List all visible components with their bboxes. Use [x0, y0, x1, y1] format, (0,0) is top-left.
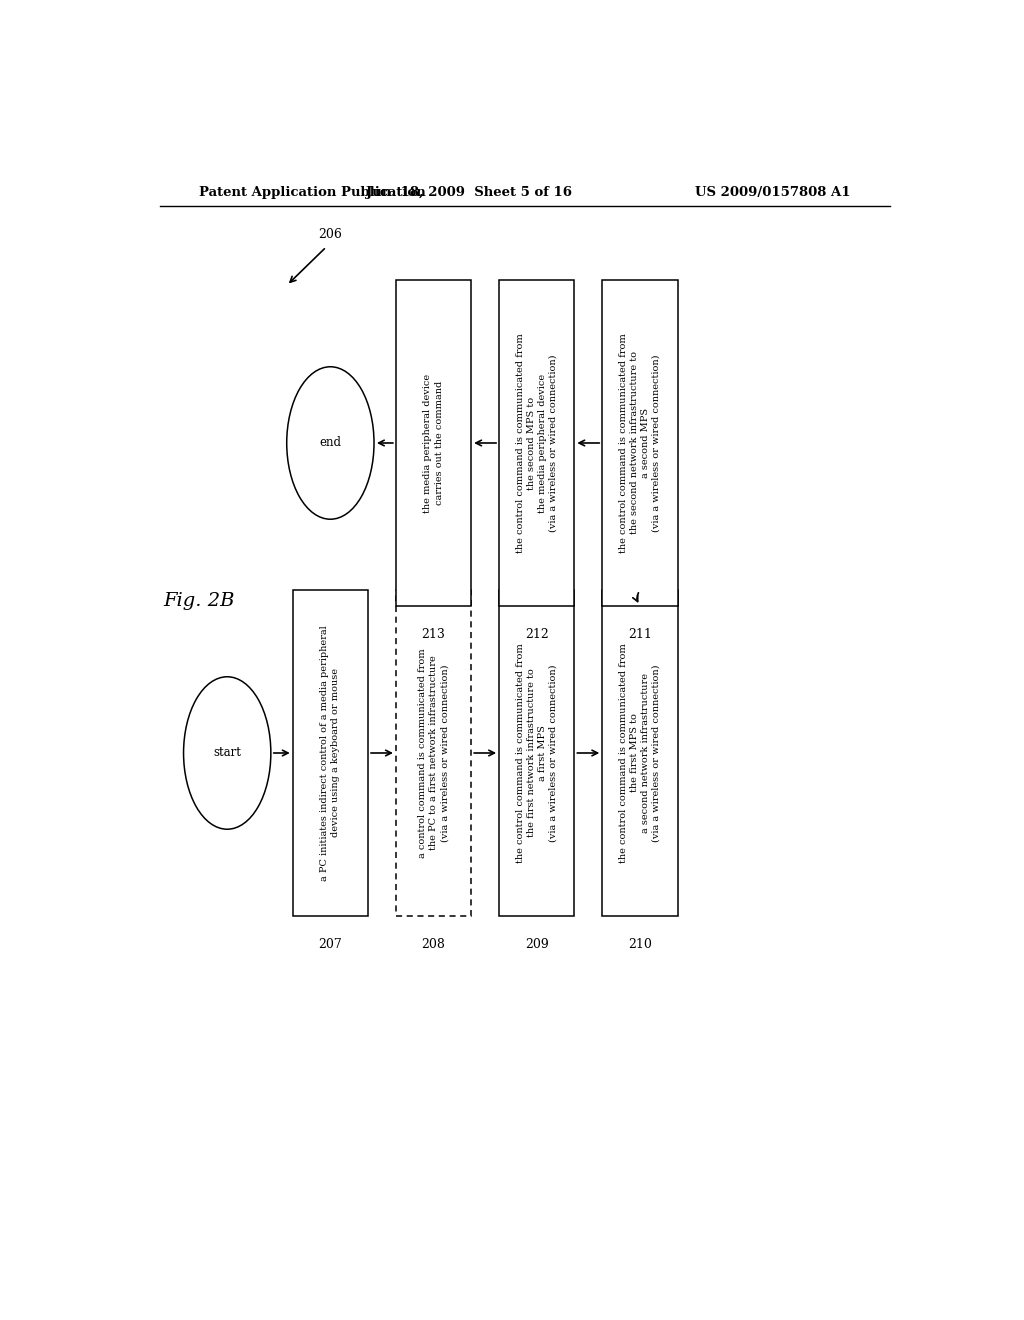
Text: a PC initiates indirect control of a media peripheral
device using a keyboard or: a PC initiates indirect control of a med… [321, 626, 340, 880]
Text: the control command is communicated from
the second network infrastructure to
a : the control command is communicated from… [618, 333, 662, 553]
Bar [396, 590, 471, 916]
Text: 210: 210 [628, 937, 652, 950]
Text: a control command is communicated from
the PC to a first network infrastructure
: a control command is communicated from t… [418, 648, 450, 858]
Text: end: end [319, 437, 341, 450]
Bar [293, 590, 368, 916]
Text: 207: 207 [318, 937, 342, 950]
Text: start: start [213, 747, 241, 759]
Text: the control command is communicated from
the second MPS to
the media peripheral : the control command is communicated from… [515, 333, 558, 553]
Bar [396, 280, 471, 606]
Bar [499, 280, 574, 606]
Text: the control command is communicated from
the first MPS to
a second network infra: the control command is communicated from… [618, 643, 662, 863]
Ellipse shape [183, 677, 270, 829]
Text: 209: 209 [525, 937, 549, 950]
Text: Patent Application Publication: Patent Application Publication [200, 186, 426, 199]
Bar [499, 590, 574, 916]
Text: Jun. 18, 2009  Sheet 5 of 16: Jun. 18, 2009 Sheet 5 of 16 [367, 186, 572, 199]
Text: 212: 212 [525, 627, 549, 640]
Text: the control command is communicated from
the first network infrastructure to
a f: the control command is communicated from… [515, 643, 558, 863]
Text: the media peripheral device
carries out the command: the media peripheral device carries out … [424, 374, 443, 512]
Text: US 2009/0157808 A1: US 2009/0157808 A1 [694, 186, 850, 199]
Text: 211: 211 [628, 627, 652, 640]
Ellipse shape [287, 367, 374, 519]
Text: 213: 213 [422, 627, 445, 640]
Text: 208: 208 [422, 937, 445, 950]
Text: 206: 206 [318, 228, 342, 242]
Text: Fig. 2B: Fig. 2B [164, 591, 236, 610]
Bar [602, 590, 678, 916]
Bar [602, 280, 678, 606]
